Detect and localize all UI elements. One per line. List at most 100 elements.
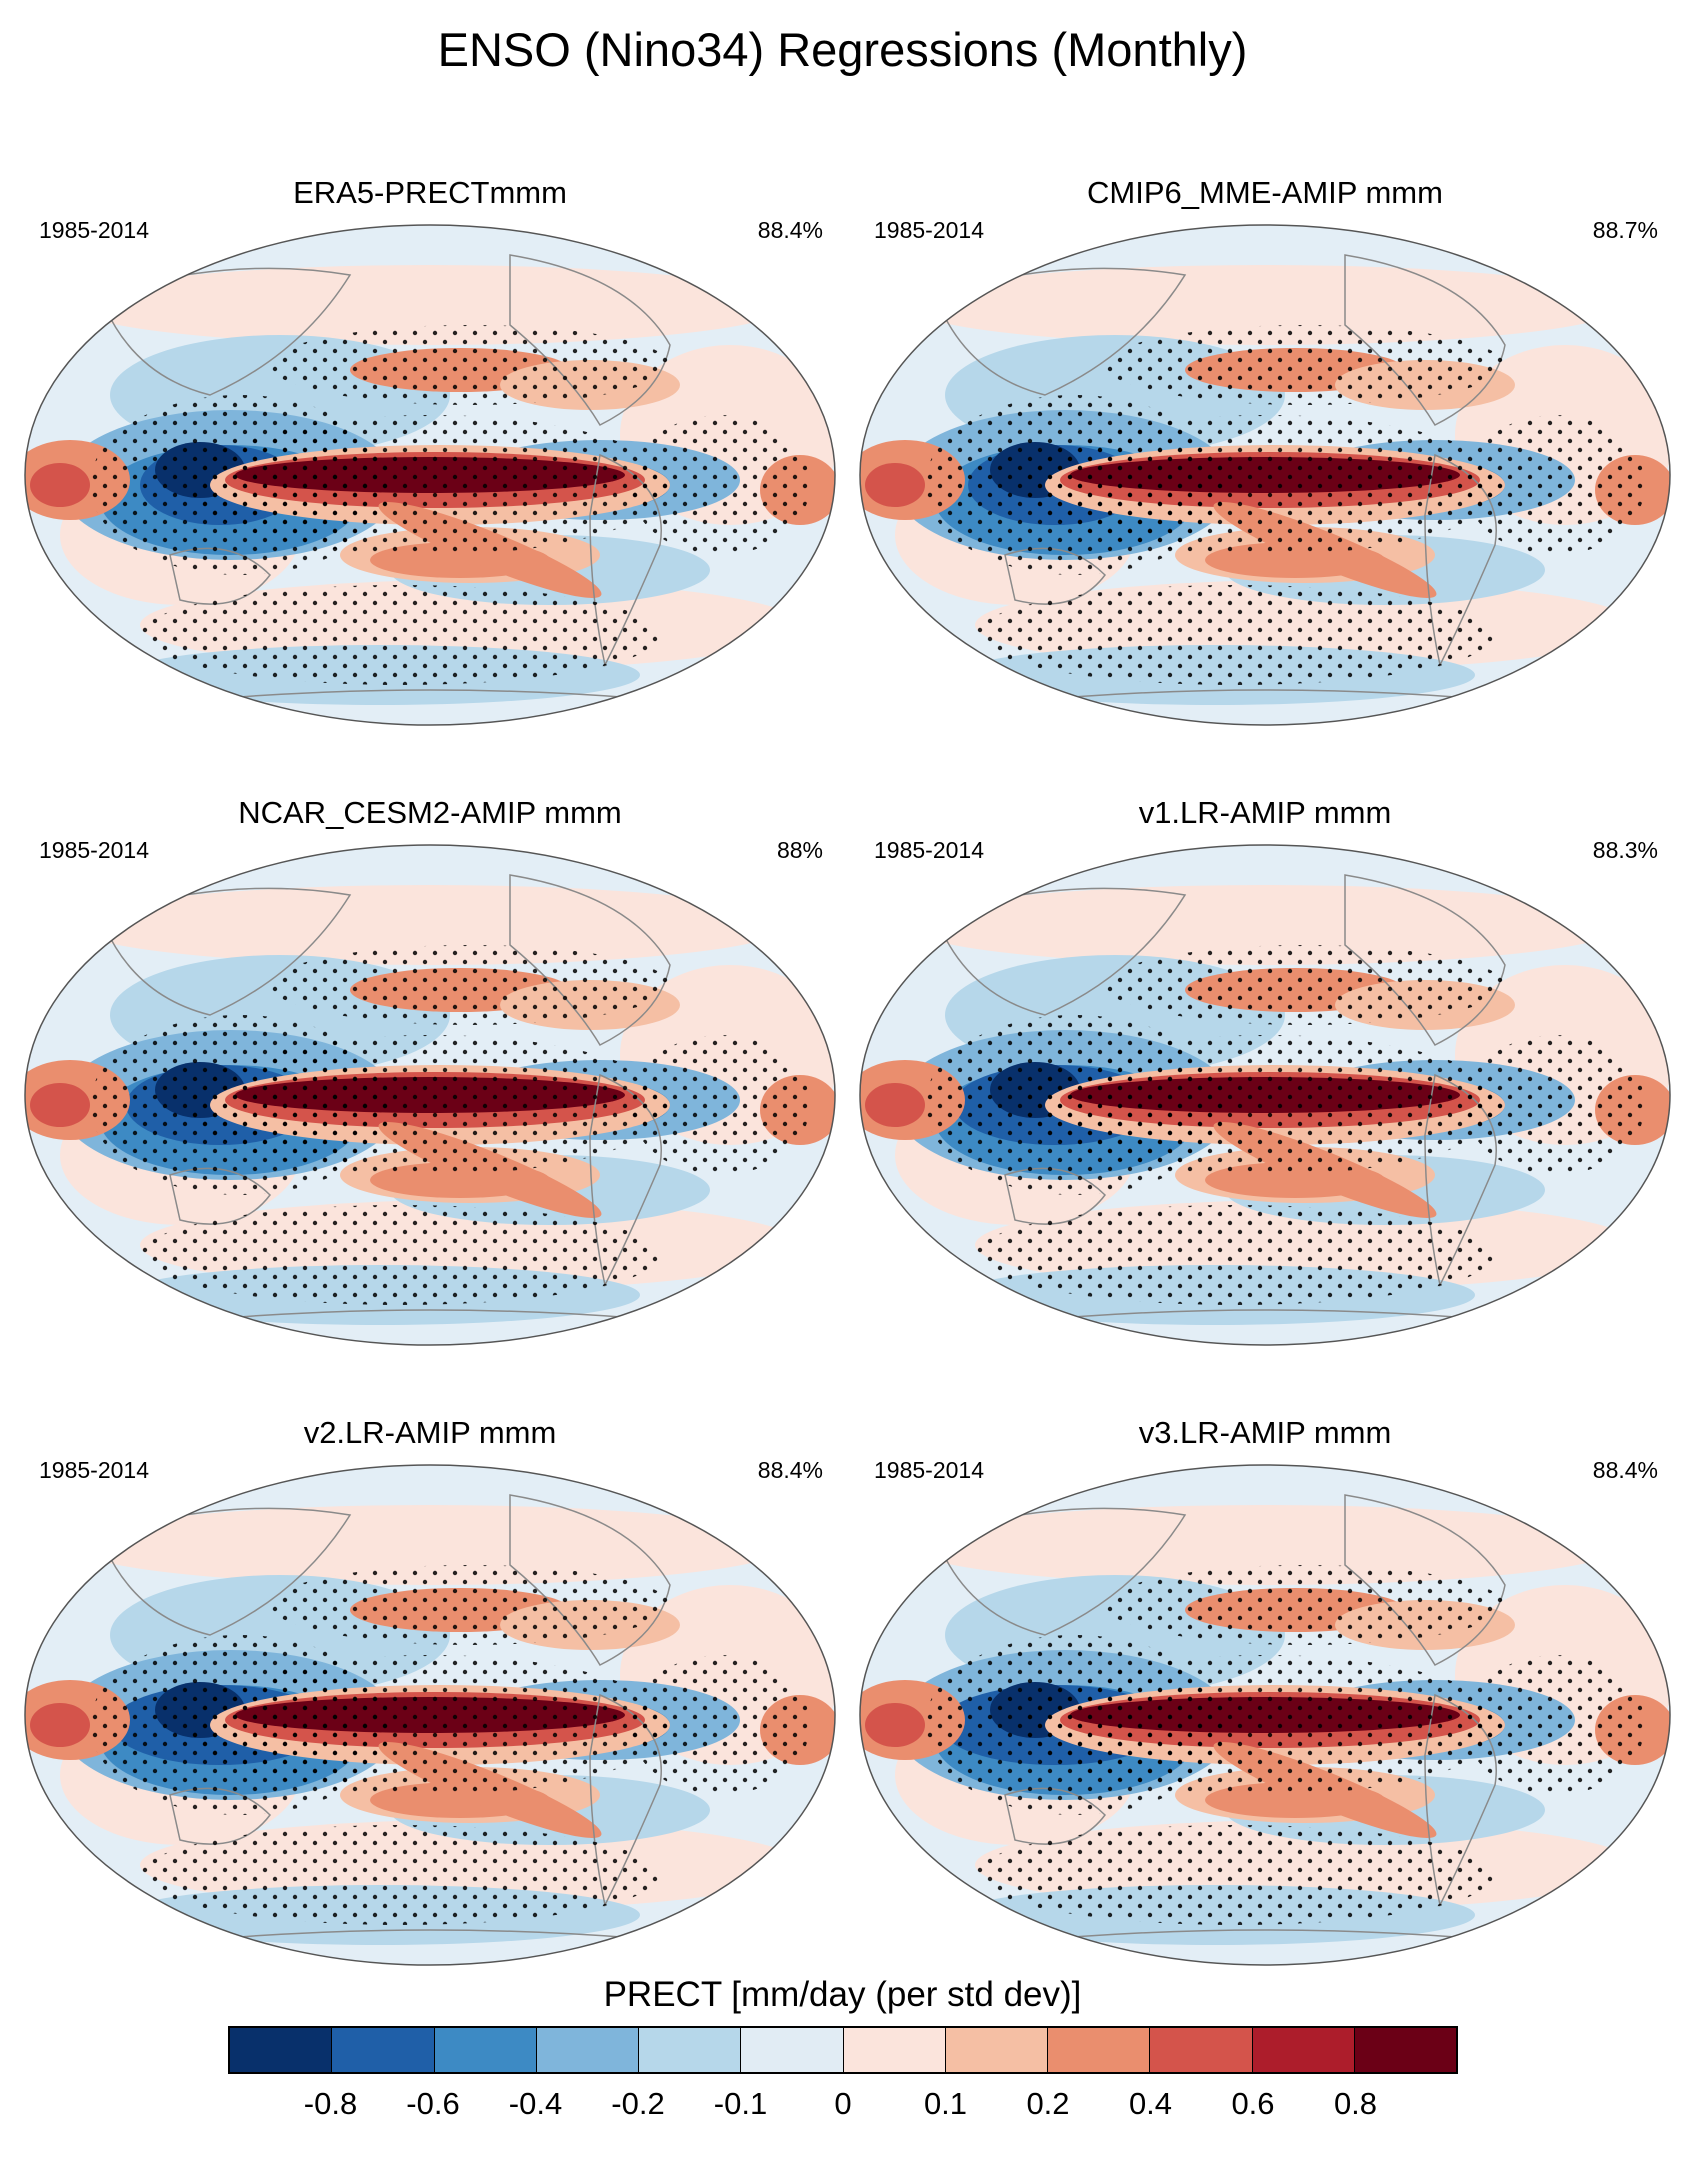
colorbar-box [843, 2028, 946, 2072]
period-label: 1985-2014 [874, 217, 984, 243]
significance-stipple [1465, 1035, 1645, 1175]
pattern-correlation-label: 88% [776, 837, 823, 863]
coastline [934, 267, 1187, 396]
map-boundary [859, 844, 1671, 1346]
panel-title: v3.LR-AMIP mmm [1138, 1415, 1392, 1450]
map-panel: CMIP6_MME-AMIP mmm 1985-2014 88.7% [855, 175, 1675, 735]
map-boundary [24, 844, 836, 1346]
significance-stipple [630, 1655, 810, 1795]
significance-stipple [140, 585, 660, 685]
map-panel: ERA5-PRECTmmm 1985-2014 88.4% [20, 175, 840, 735]
colorbar-tick-label: 0.4 [1128, 2086, 1173, 2121]
panel-title: v2.LR-AMIP mmm [303, 1415, 557, 1450]
significance-stipple [1465, 415, 1645, 555]
anomaly-patch [70, 265, 790, 345]
pattern-correlation-label: 88.7% [1592, 217, 1658, 243]
anomaly-patch [70, 1505, 790, 1585]
period-label: 1985-2014 [874, 837, 984, 863]
panel-title: v1.LR-AMIP mmm [1138, 795, 1392, 830]
map-plot [24, 224, 836, 726]
colorbar-box [639, 2028, 742, 2072]
colorbar-tick-label: -0.2 [611, 2086, 665, 2121]
map-plot [859, 844, 1671, 1346]
colorbar-tick-label: -0.8 [303, 2086, 358, 2121]
significance-stipple [90, 1635, 390, 1815]
coastline [99, 1507, 352, 1636]
colorbar-box [1150, 2028, 1253, 2072]
anomaly-patch [30, 463, 90, 507]
colorbar-box [536, 2028, 639, 2072]
anomaly-patch [70, 885, 790, 965]
pattern-correlation-label: 88.4% [757, 1457, 823, 1483]
significance-stipple [630, 415, 810, 555]
map-plot [24, 844, 836, 1346]
map-plot [24, 1464, 836, 1966]
colorbar-box [332, 2028, 435, 2072]
colorbar-box [741, 2028, 844, 2072]
anomaly-patch [865, 1703, 925, 1747]
panel-title: CMIP6_MME-AMIP mmm [1087, 175, 1443, 210]
colorbar-box [945, 2028, 1048, 2072]
pattern-correlation-label: 88.3% [1592, 837, 1658, 863]
colorbar-box [1354, 2028, 1456, 2072]
significance-stipple [975, 1205, 1495, 1305]
coastline [934, 1507, 1187, 1636]
period-label: 1985-2014 [39, 217, 149, 243]
anomaly-patch [905, 885, 1625, 965]
map-plot [859, 1464, 1671, 1966]
map-boundary [24, 224, 836, 726]
anomaly-patch [30, 1083, 90, 1127]
colorbar-box [1252, 2028, 1355, 2072]
significance-stipple [1105, 325, 1505, 405]
colorbar-box [1048, 2028, 1151, 2072]
period-label: 1985-2014 [874, 1457, 984, 1483]
pattern-correlation-label: 88.4% [1592, 1457, 1658, 1483]
anomaly-patch [865, 1083, 925, 1127]
colorbar-tick-label: -0.4 [508, 2086, 563, 2121]
significance-stipple [925, 1635, 1225, 1815]
colorbar-tick-label: 0.8 [1333, 2086, 1378, 2121]
panel-title: ERA5-PRECTmmm [293, 175, 567, 210]
map-boundary [24, 1464, 836, 1966]
panel-title: NCAR_CESM2-AMIP mmm [238, 795, 622, 830]
coastline [934, 887, 1187, 1016]
anomaly-patch [30, 1703, 90, 1747]
colorbar [228, 2026, 1458, 2074]
map-plot [859, 224, 1671, 726]
coastline [99, 267, 352, 396]
map-panel: v1.LR-AMIP mmm 1985-2014 88.3% [855, 795, 1675, 1355]
map-panel: NCAR_CESM2-AMIP mmm 1985-2014 88% [20, 795, 840, 1355]
pattern-correlation-label: 88.4% [757, 217, 823, 243]
significance-stipple [90, 395, 390, 575]
significance-stipple [975, 585, 1495, 685]
significance-stipple [630, 1035, 810, 1175]
significance-stipple [1465, 1655, 1645, 1795]
map-panel: v2.LR-AMIP mmm 1985-2014 88.4% [20, 1415, 840, 1975]
colorbar-tick-label: 0.2 [1026, 2086, 1070, 2121]
colorbar-tick-label: 0.1 [923, 2086, 968, 2121]
significance-stipple [925, 1015, 1225, 1195]
map-panel: v3.LR-AMIP mmm 1985-2014 88.4% [855, 1415, 1675, 1975]
significance-stipple [975, 1825, 1495, 1925]
period-label: 1985-2014 [39, 837, 149, 863]
anomaly-patch [905, 265, 1625, 345]
colorbar-tick-label: 0.6 [1231, 2086, 1275, 2121]
significance-stipple [1105, 945, 1505, 1025]
significance-stipple [90, 1015, 390, 1195]
anomaly-patch [865, 463, 925, 507]
colorbar-box [230, 2028, 333, 2072]
anomaly-patch [905, 1505, 1625, 1585]
coastline [99, 887, 352, 1016]
map-boundary [859, 1464, 1671, 1966]
colorbar-box [434, 2028, 537, 2072]
significance-stipple [925, 395, 1225, 575]
significance-stipple [140, 1825, 660, 1925]
significance-stipple [270, 325, 670, 405]
significance-stipple [1105, 1565, 1505, 1645]
map-boundary [859, 224, 1671, 726]
colorbar-tick-label: 0 [834, 2086, 852, 2121]
colorbar-tick-label: -0.1 [713, 2086, 768, 2121]
colorbar-title: PRECT [mm/day (per std dev)] [603, 1975, 1082, 2014]
significance-stipple [140, 1205, 660, 1305]
period-label: 1985-2014 [39, 1457, 149, 1483]
